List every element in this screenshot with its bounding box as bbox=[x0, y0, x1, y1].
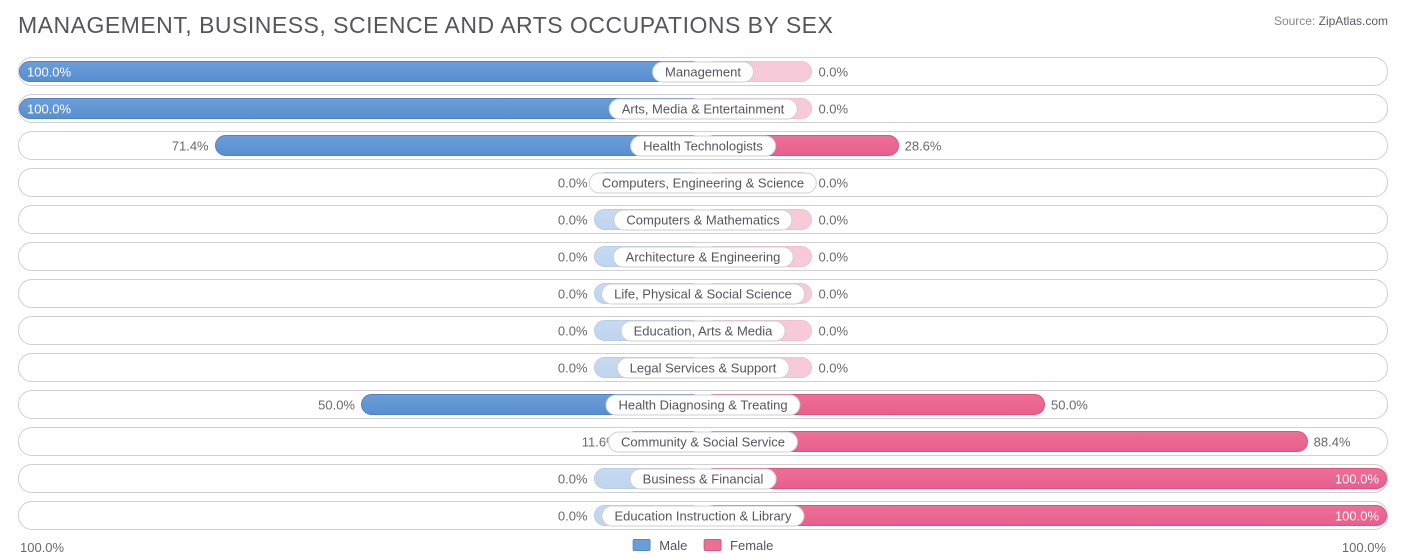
chart-header: MANAGEMENT, BUSINESS, SCIENCE AND ARTS O… bbox=[18, 12, 1388, 39]
category-label: Computers, Engineering & Science bbox=[589, 172, 817, 193]
category-label: Education, Arts & Media bbox=[621, 320, 786, 341]
female-value: 0.0% bbox=[818, 249, 848, 264]
chart-row: 0.0% 100.0% Business & Financial bbox=[18, 464, 1388, 493]
female-half: 0.0% bbox=[703, 206, 1387, 233]
male-half: 11.6% bbox=[19, 428, 703, 455]
female-half: 28.6% bbox=[703, 132, 1387, 159]
female-bar bbox=[703, 468, 1387, 489]
legend-item-male: Male bbox=[633, 538, 688, 553]
male-value: 0.0% bbox=[558, 286, 588, 301]
legend-swatch-female bbox=[703, 539, 721, 551]
male-bar bbox=[19, 98, 703, 119]
female-value: 0.0% bbox=[818, 175, 848, 190]
chart-row: 0.0% 0.0% Architecture & Engineering bbox=[18, 242, 1388, 271]
female-half: 0.0% bbox=[703, 280, 1387, 307]
female-half: 100.0% bbox=[703, 502, 1387, 529]
female-value: 0.0% bbox=[818, 101, 848, 116]
legend-item-female: Female bbox=[703, 538, 773, 553]
category-label: Computers & Mathematics bbox=[613, 209, 792, 230]
category-label: Health Technologists bbox=[630, 135, 776, 156]
axis-left-label: 100.0% bbox=[20, 540, 64, 555]
category-label: Business & Financial bbox=[630, 468, 777, 489]
chart-row: 11.6% 88.4% Community & Social Service bbox=[18, 427, 1388, 456]
chart-title: MANAGEMENT, BUSINESS, SCIENCE AND ARTS O… bbox=[18, 12, 833, 39]
female-bar bbox=[703, 505, 1387, 526]
female-half: 0.0% bbox=[703, 243, 1387, 270]
female-value: 28.6% bbox=[905, 138, 942, 153]
male-half: 0.0% bbox=[19, 354, 703, 381]
chart-row: 50.0% 50.0% Health Diagnosing & Treating bbox=[18, 390, 1388, 419]
male-bar bbox=[19, 61, 703, 82]
male-value: 100.0% bbox=[27, 64, 71, 79]
female-value: 88.4% bbox=[1314, 434, 1351, 449]
category-label: Architecture & Engineering bbox=[613, 246, 794, 267]
male-half: 71.4% bbox=[19, 132, 703, 159]
female-value: 0.0% bbox=[818, 323, 848, 338]
female-value: 0.0% bbox=[818, 286, 848, 301]
female-value: 0.0% bbox=[818, 360, 848, 375]
source-value: ZipAtlas.com bbox=[1319, 14, 1388, 28]
male-value: 0.0% bbox=[558, 175, 588, 190]
category-label: Life, Physical & Social Science bbox=[601, 283, 805, 304]
male-value: 71.4% bbox=[172, 138, 209, 153]
category-label: Health Diagnosing & Treating bbox=[605, 394, 800, 415]
male-half: 0.0% bbox=[19, 243, 703, 270]
male-half: 0.0% bbox=[19, 206, 703, 233]
chart-row: 0.0% 0.0% Education, Arts & Media bbox=[18, 316, 1388, 345]
female-half: 0.0% bbox=[703, 95, 1387, 122]
female-half: 50.0% bbox=[703, 391, 1387, 418]
male-value: 0.0% bbox=[558, 212, 588, 227]
male-half: 0.0% bbox=[19, 465, 703, 492]
female-half: 100.0% bbox=[703, 465, 1387, 492]
female-half: 0.0% bbox=[703, 317, 1387, 344]
chart-row: 0.0% 0.0% Life, Physical & Social Science bbox=[18, 279, 1388, 308]
chart-source: Source: ZipAtlas.com bbox=[1274, 12, 1388, 30]
female-half: 88.4% bbox=[703, 428, 1387, 455]
male-value: 0.0% bbox=[558, 360, 588, 375]
category-label: Legal Services & Support bbox=[617, 357, 790, 378]
female-value: 100.0% bbox=[1335, 508, 1379, 523]
legend: Male Female bbox=[633, 538, 774, 553]
chart-row: 0.0% 0.0%Computers, Engineering & Science bbox=[18, 168, 1388, 197]
chart-rows: 100.0% 0.0% Management 100.0% 0.0% Arts, Medi… bbox=[18, 57, 1388, 530]
source-label: Source: bbox=[1274, 14, 1315, 28]
male-half: 100.0% bbox=[19, 95, 703, 122]
male-value: 50.0% bbox=[318, 397, 355, 412]
chart-row: 0.0% 0.0% Computers & Mathematics bbox=[18, 205, 1388, 234]
male-value: 0.0% bbox=[558, 249, 588, 264]
occupations-by-sex-chart: MANAGEMENT, BUSINESS, SCIENCE AND ARTS O… bbox=[0, 0, 1406, 559]
male-value: 100.0% bbox=[27, 101, 71, 116]
chart-row: 100.0% 0.0% Arts, Media & Entertainment bbox=[18, 94, 1388, 123]
female-value: 0.0% bbox=[818, 64, 848, 79]
female-half: 0.0% bbox=[703, 58, 1387, 85]
male-half: 50.0% bbox=[19, 391, 703, 418]
legend-label-male: Male bbox=[659, 538, 687, 553]
chart-row: 71.4% 28.6% Health Technologists bbox=[18, 131, 1388, 160]
category-label: Arts, Media & Entertainment bbox=[609, 98, 798, 119]
male-value: 0.0% bbox=[558, 323, 588, 338]
chart-row: 0.0% 0.0% Legal Services & Support bbox=[18, 353, 1388, 382]
male-value: 0.0% bbox=[558, 508, 588, 523]
male-half: 100.0% bbox=[19, 58, 703, 85]
category-label: Management bbox=[652, 61, 754, 82]
category-label: Community & Social Service bbox=[608, 431, 798, 452]
axis-right-label: 100.0% bbox=[1342, 540, 1386, 555]
chart-row: 100.0% 0.0% Management bbox=[18, 57, 1388, 86]
legend-label-female: Female bbox=[730, 538, 773, 553]
male-value: 0.0% bbox=[558, 471, 588, 486]
female-half: 0.0% bbox=[703, 354, 1387, 381]
chart-row: 0.0% 100.0% Education Instruction & Librar… bbox=[18, 501, 1388, 530]
male-half: 0.0% bbox=[19, 317, 703, 344]
female-value: 0.0% bbox=[818, 212, 848, 227]
legend-swatch-male bbox=[633, 539, 651, 551]
female-value: 50.0% bbox=[1051, 397, 1088, 412]
female-value: 100.0% bbox=[1335, 471, 1379, 486]
male-half: 0.0% bbox=[19, 502, 703, 529]
category-label: Education Instruction & Library bbox=[601, 505, 804, 526]
